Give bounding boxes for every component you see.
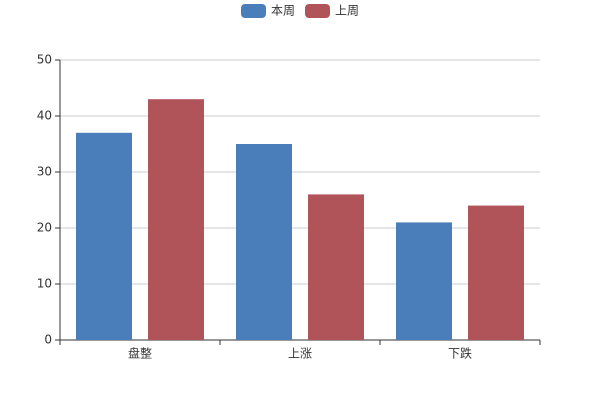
bar — [76, 132, 132, 340]
y-tick-label: 30 — [37, 165, 52, 179]
bar — [308, 194, 364, 340]
y-tick-label: 20 — [37, 221, 52, 235]
y-tick-label: 0 — [44, 333, 52, 347]
legend-swatch[interactable] — [305, 4, 330, 18]
y-tick-label: 10 — [37, 277, 52, 291]
bar — [148, 99, 204, 340]
y-tick-label: 50 — [37, 53, 52, 67]
bar — [468, 205, 524, 340]
legend-swatch[interactable] — [241, 4, 266, 18]
x-tick-label: 下跌 — [448, 346, 472, 361]
bar — [236, 144, 292, 340]
y-tick-label: 40 — [37, 109, 52, 123]
bar — [396, 222, 452, 340]
x-tick-label: 上涨 — [288, 346, 312, 361]
legend-label[interactable]: 本周 — [271, 4, 295, 18]
legend-label[interactable]: 上周 — [335, 4, 359, 18]
x-tick-label: 盘整 — [128, 346, 152, 361]
